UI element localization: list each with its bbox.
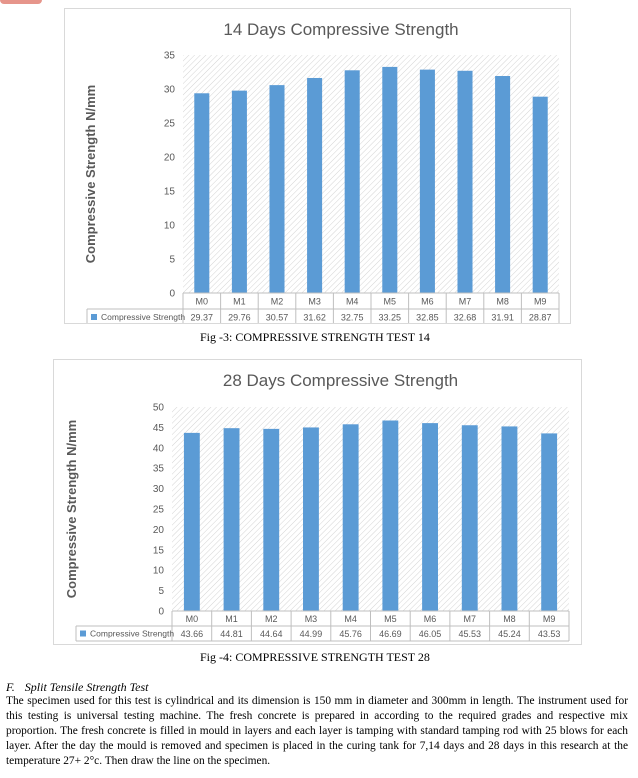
section-title: Split Tensile Strength Test: [24, 680, 149, 694]
figure-caption-4: Fig -4: COMPRESSIVE STRENGTH TEST 28: [200, 650, 430, 664]
value-label: 45.24: [498, 629, 521, 639]
y-tick-label: 0: [158, 607, 164, 618]
category-label: M7: [463, 614, 476, 624]
bar-m2: [263, 428, 280, 611]
legend-series-name: Compressive Strength: [90, 629, 174, 639]
bar-m6: [422, 423, 438, 611]
category-label: M0: [186, 614, 199, 624]
chart-14-days: 14 Days Compressive Strength Compressive …: [64, 8, 571, 324]
category-label: M8: [496, 297, 509, 307]
value-label: 43.53: [538, 629, 561, 639]
value-label: 33.25: [379, 313, 402, 323]
bar-m7: [457, 70, 473, 293]
chart-28-days: 28 Days Compressive Strength Compressive …: [53, 359, 582, 645]
value-label: 32.75: [341, 313, 364, 323]
value-label: 29.76: [228, 313, 251, 323]
bar-m8: [495, 76, 511, 294]
y-tick-label: 0: [169, 289, 175, 300]
y-tick-label: 30: [153, 484, 165, 495]
bar-m7: [461, 425, 478, 611]
section-heading: F. Split Tensile Strength Test: [6, 680, 148, 695]
section-number: F.: [6, 680, 15, 694]
bar-m2: [269, 85, 285, 294]
chart-14-days-svg: 14 Days Compressive Strength Compressive …: [83, 20, 560, 323]
y-tick-label: 10: [153, 566, 165, 577]
value-label: 31.62: [303, 313, 326, 323]
category-label: M9: [534, 297, 547, 307]
bar-m1: [231, 90, 247, 293]
value-label: 45.53: [458, 629, 481, 639]
category-label: M7: [459, 297, 472, 307]
value-label: 44.99: [300, 629, 323, 639]
y-tick-label: 20: [164, 153, 176, 164]
y-tick-label: 25: [164, 119, 176, 130]
legend-swatch: [80, 630, 86, 637]
y-tick-label: 5: [158, 586, 164, 597]
bar-m8: [501, 426, 518, 611]
bar-m5: [382, 420, 399, 611]
category-label: M3: [308, 297, 321, 307]
y-tick-label: 45: [153, 423, 165, 434]
y-axis-label: Compressive Strength N/mm: [83, 85, 98, 263]
y-axis-label: Compressive Strength N/mm: [64, 420, 79, 598]
category-label: M6: [421, 297, 434, 307]
value-label: 32.68: [454, 313, 477, 323]
category-label: M4: [346, 297, 359, 307]
y-tick-label: 35: [153, 464, 165, 475]
bar-m4: [344, 70, 360, 293]
y-tick-label: 30: [164, 85, 176, 96]
bar-m3: [303, 427, 319, 611]
value-label: 45.76: [339, 629, 362, 639]
y-tick-label: 20: [153, 525, 165, 536]
top-decoration: [0, 0, 42, 4]
value-label: 32.85: [416, 313, 439, 323]
chart-title: 14 Days Compressive Strength: [223, 20, 458, 39]
category-label: M6: [424, 614, 437, 624]
legend-series-name: Compressive Strength: [101, 312, 185, 322]
bar-m9: [532, 96, 548, 294]
category-label: M5: [384, 614, 397, 624]
value-label: 46.69: [379, 629, 402, 639]
value-label: 31.91: [491, 313, 514, 323]
category-label: M1: [225, 614, 238, 624]
bar-m0: [183, 432, 200, 611]
bar-m4: [342, 424, 359, 611]
value-label: 44.81: [220, 629, 243, 639]
bar-m6: [419, 69, 435, 293]
y-tick-label: 10: [164, 221, 176, 232]
bar-m5: [382, 66, 398, 294]
category-label: M5: [384, 297, 397, 307]
y-tick-label: 15: [164, 187, 176, 198]
category-label: M4: [344, 614, 357, 624]
chart-28-days-svg: 28 Days Compressive Strength Compressive …: [64, 371, 570, 642]
category-label: M9: [543, 614, 556, 624]
value-label: 29.37: [191, 313, 214, 323]
chart-title: 28 Days Compressive Strength: [223, 371, 458, 390]
category-label: M0: [196, 297, 209, 307]
value-label: 44.64: [260, 629, 283, 639]
y-tick-label: 40: [153, 443, 165, 454]
y-tick-label: 35: [164, 51, 176, 62]
figure-caption-3: Fig -3: COMPRESSIVE STRENGTH TEST 14: [200, 330, 430, 344]
value-label: 28.87: [529, 313, 552, 323]
category-label: M1: [233, 297, 246, 307]
y-tick-label: 15: [153, 545, 165, 556]
value-label: 30.57: [266, 313, 289, 323]
category-label: M2: [271, 297, 284, 307]
y-tick-label: 50: [153, 403, 165, 414]
category-label: M8: [503, 614, 516, 624]
legend-swatch: [91, 314, 97, 320]
bar-m1: [223, 428, 240, 611]
y-tick-label: 25: [153, 505, 165, 516]
bar-m9: [541, 433, 558, 611]
value-label: 46.05: [419, 629, 442, 639]
y-tick-label: 5: [169, 255, 175, 266]
bar-m3: [307, 77, 323, 293]
section-body: The specimen used for this test is cylin…: [6, 695, 628, 768]
bar-m0: [194, 93, 210, 293]
category-label: M2: [265, 614, 278, 624]
value-label: 43.66: [181, 629, 204, 639]
category-label: M3: [305, 614, 318, 624]
